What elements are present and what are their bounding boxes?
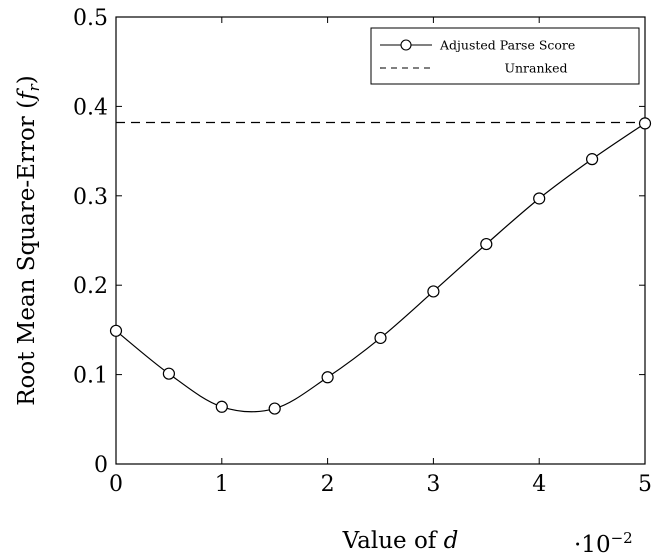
legend-box: [370, 27, 640, 85]
legend-label-unranked: Unranked: [504, 61, 567, 76]
data-point-adjusted-parse-score: [162, 367, 175, 380]
data-point-adjusted-parse-score: [321, 371, 334, 384]
x-axis-multiplier: ·10−2: [574, 529, 633, 558]
series-markers: [109, 117, 652, 415]
x-tick-label: 1: [215, 472, 229, 497]
data-point-adjusted-parse-score: [109, 324, 123, 337]
legend-label-adjusted-parse-score: Adjusted Parse Score: [439, 38, 575, 53]
data-point-adjusted-parse-score: [427, 285, 440, 298]
data-point-adjusted-parse-score: [533, 192, 546, 205]
data-point-adjusted-parse-score: [585, 153, 599, 166]
y-axis-title: Root Mean Square-Error (fr): [14, 75, 43, 406]
x-tick-label: 2: [321, 472, 335, 497]
y-tick-label: 0.4: [73, 95, 108, 120]
y-tick-label: 0.3: [73, 185, 108, 210]
x-tick-label: 0: [109, 472, 123, 497]
data-point-adjusted-parse-score: [215, 400, 228, 413]
series-lines: [115, 121, 646, 413]
x-axis-title: Value of d: [342, 528, 459, 554]
x-tick-label: 5: [638, 472, 652, 497]
axis-tick-labels: 0 1 2 3 4 5 0 0.1 0.2 0.3 0.4 0.5: [73, 6, 652, 497]
y-tick-label: 0.5: [73, 6, 108, 31]
legend-marker-adjusted-parse-score: [400, 39, 412, 51]
axis-ticks: [115, 16, 646, 465]
data-point-adjusted-parse-score: [480, 237, 493, 251]
legend: Adjusted Parse Score Unranked: [370, 27, 640, 85]
series-line-adjusted-parse-score: [115, 122, 646, 413]
data-point-adjusted-parse-score: [268, 402, 281, 415]
y-tick-label: 0.1: [73, 364, 108, 389]
y-tick-label: 0.2: [73, 274, 108, 299]
x-tick-label: 3: [426, 472, 440, 497]
plot-frame: [115, 16, 646, 465]
data-point-adjusted-parse-score: [638, 117, 652, 130]
y-tick-label: 0: [94, 453, 108, 478]
x-tick-label: 4: [532, 472, 546, 497]
data-point-adjusted-parse-score: [374, 331, 387, 345]
